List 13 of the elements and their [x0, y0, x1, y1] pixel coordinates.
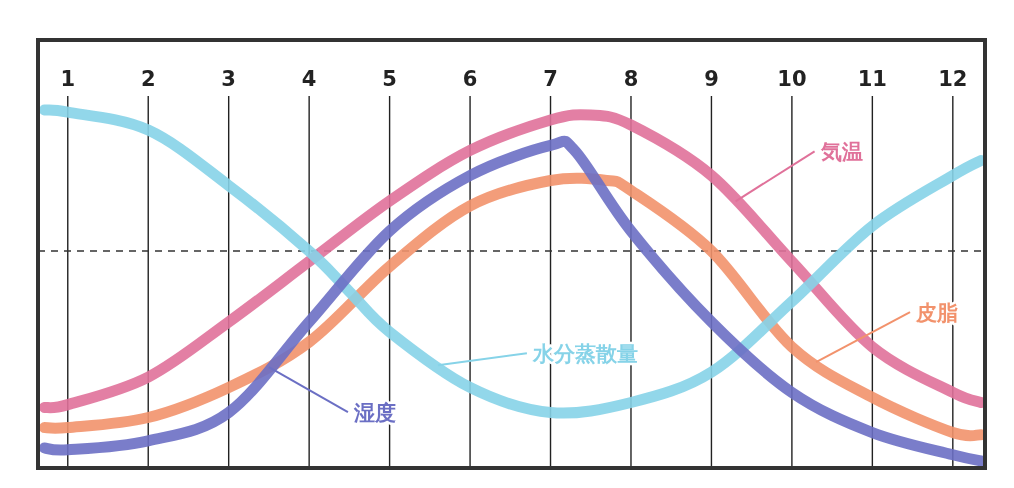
- x-tick-label: 9: [704, 67, 719, 91]
- text: 気温: [819, 140, 863, 165]
- x-tick-label: 8: [623, 67, 639, 91]
- x-tick-label: 11: [857, 67, 887, 91]
- x-tick-label: 7: [543, 67, 558, 91]
- x-tick-label: 12: [938, 67, 968, 91]
- x-tick-label: 10: [777, 67, 807, 91]
- x-tick-label: 3: [221, 67, 236, 91]
- x-tick-label: 1: [60, 67, 76, 91]
- x-tick-label: 6: [462, 67, 478, 91]
- x-tick-label: 2: [140, 67, 156, 91]
- x-tick-label: 5: [382, 67, 397, 91]
- x-tick-label: 4: [301, 67, 317, 91]
